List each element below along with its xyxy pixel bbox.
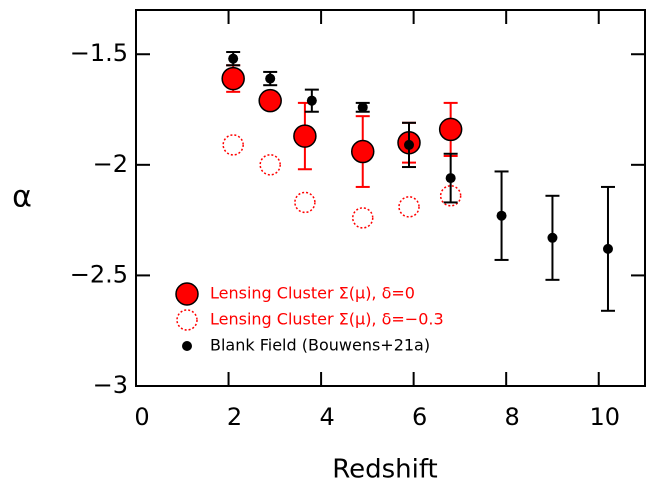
marker (602, 243, 613, 254)
x-tick-label: 10 (589, 403, 620, 431)
legend-label: Lensing Cluster Σ(μ), δ=−0.3 (210, 310, 444, 329)
legend-marker (176, 309, 198, 331)
marker (306, 95, 317, 106)
marker (228, 53, 239, 64)
x-tick-label: 4 (319, 403, 334, 431)
marker (404, 139, 415, 150)
marker (350, 139, 375, 164)
marker (438, 117, 463, 142)
y-tick-label: −2 (93, 150, 128, 178)
marker (259, 154, 281, 176)
x-tick-label: 2 (227, 403, 242, 431)
y-tick-label: −3 (93, 371, 128, 399)
marker (547, 232, 558, 243)
marker (222, 134, 244, 156)
marker (293, 124, 317, 148)
marker (439, 185, 462, 207)
x-axis-label: Redshift (332, 455, 438, 485)
marker (496, 210, 507, 221)
marker (294, 191, 316, 214)
legend-label: Blank Field (Bouwens+21a) (210, 336, 430, 355)
marker (351, 207, 374, 229)
x-tick-label: 6 (412, 403, 427, 431)
marker (258, 88, 282, 113)
legend-marker (182, 341, 192, 351)
marker (221, 66, 245, 91)
legend-marker (175, 282, 199, 306)
y-tick-label: −1.5 (70, 39, 128, 67)
x-tick-label: 8 (505, 403, 520, 431)
y-axis-label: α (12, 180, 32, 215)
marker (265, 73, 276, 84)
plot-frame (135, 9, 646, 387)
x-tick-label: 0 (134, 403, 149, 431)
legend-label: Lensing Cluster Σ(μ), δ=0 (210, 284, 415, 303)
marker (357, 102, 368, 113)
marker (398, 196, 420, 218)
y-tick-label: −2.5 (70, 260, 128, 288)
marker (445, 173, 456, 184)
